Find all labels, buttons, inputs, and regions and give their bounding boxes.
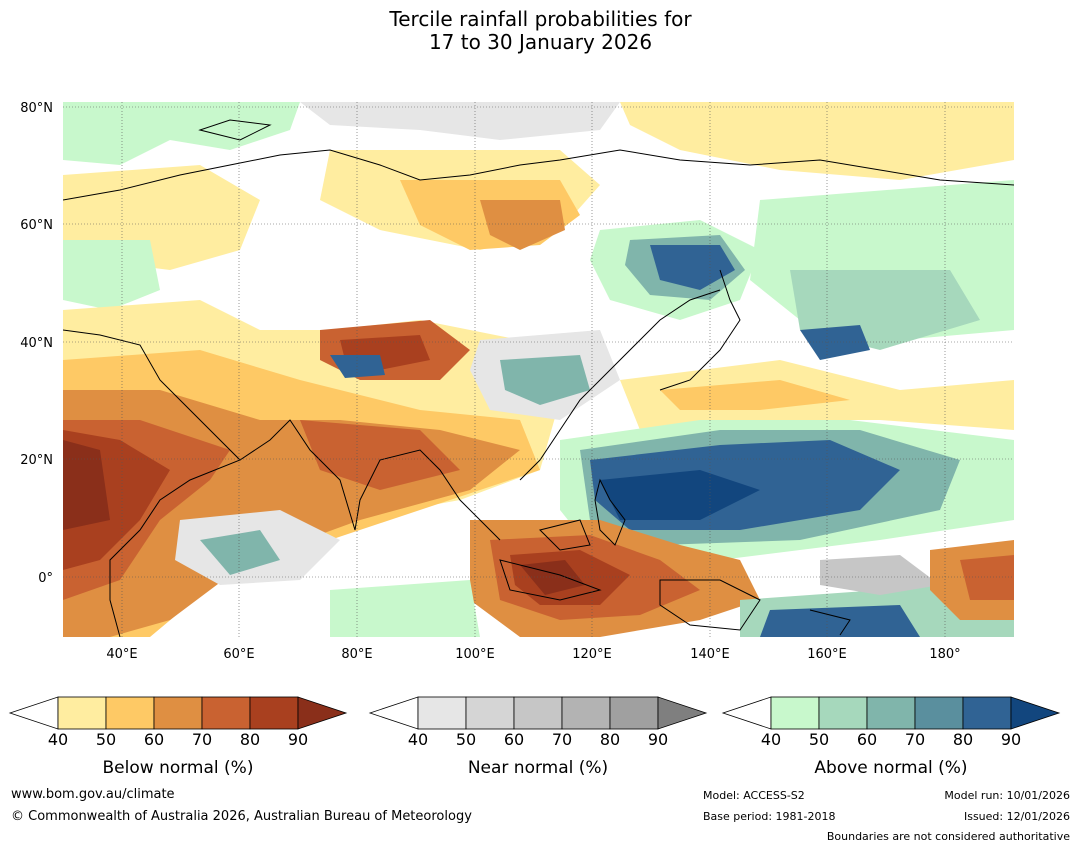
lon-label: 80°E — [341, 647, 372, 662]
lat-label: 40°N — [20, 336, 53, 351]
lat-label: 80°N — [20, 101, 53, 116]
colorbar-swatch — [105, 696, 155, 730]
above-normal-region — [330, 580, 480, 637]
colorbar-tick-label: 70 — [905, 730, 925, 749]
copyright-text: © Commonwealth of Australia 2026, Austra… — [11, 809, 472, 824]
lat-label: 20°N — [20, 453, 53, 468]
colorbar-tick-label: 70 — [552, 730, 572, 749]
above-normal-region — [760, 605, 920, 637]
colorbar-swatch — [818, 696, 868, 730]
below-normal-region — [300, 420, 460, 490]
coastlines — [63, 119, 1014, 637]
above-normal-region — [650, 245, 735, 290]
colorbar-tick-label: 80 — [600, 730, 620, 749]
above-normal-region — [200, 530, 280, 575]
colorbar-tick-label: 40 — [408, 730, 428, 749]
above-normal-colorbar: 40 50 60 70 80 90 — [721, 696, 1061, 749]
longitude-labels: 40°E 60°E 80°E 100°E 120°E 140°E 160°E 1… — [106, 647, 960, 662]
colorbar-over-triangle — [1010, 696, 1061, 730]
colorbar-tick-label: 70 — [192, 730, 212, 749]
near-normal-colorbar: 40 50 60 70 80 90 — [368, 696, 708, 749]
colorbar-tick-label: 50 — [809, 730, 829, 749]
below-normal-region — [660, 380, 850, 410]
lon-label: 60°E — [223, 647, 254, 662]
colorbar-swatch — [866, 696, 916, 730]
colorbar-swatch — [417, 696, 467, 730]
near-normal-region — [820, 555, 940, 595]
colorbar-under-triangle — [368, 696, 419, 730]
colorbar-tick-label: 40 — [48, 730, 68, 749]
lon-label: 180° — [929, 647, 960, 662]
colorbar-tick-label: 90 — [1001, 730, 1021, 749]
colorbar-over-triangle — [297, 696, 348, 730]
below-normal-region — [480, 200, 565, 250]
colorbar-swatch — [914, 696, 964, 730]
colorbar-tick-label: 60 — [504, 730, 524, 749]
model-text: Model: ACCESS-S2 — [703, 789, 805, 802]
near-normal-label: Near normal (%) — [467, 758, 609, 778]
title-line-1: Tercile rainfall probabilities for — [389, 7, 692, 31]
below-normal-region — [960, 555, 1014, 600]
colorbar-tick-label: 90 — [648, 730, 668, 749]
gridlines — [63, 102, 1014, 637]
rainfall-probability-field — [63, 102, 1014, 637]
colorbar-tick-label: 90 — [288, 730, 308, 749]
lon-label: 100°E — [455, 647, 495, 662]
base-period-text: Base period: 1981-2018 — [703, 810, 836, 823]
colorbar-swatch — [153, 696, 203, 730]
colorbar-swatch — [962, 696, 1012, 730]
lon-label: 40°E — [106, 647, 137, 662]
colorbar-tick-label: 50 — [456, 730, 476, 749]
colorbar-tick-label: 60 — [144, 730, 164, 749]
colorbar-swatch — [249, 696, 299, 730]
colorbar-over-triangle — [657, 696, 708, 730]
lon-label: 160°E — [807, 647, 847, 662]
above-normal-region — [63, 240, 160, 310]
latitude-labels: 80°N 60°N 40°N 20°N 0° — [20, 101, 53, 586]
colorbar-under-triangle — [721, 696, 772, 730]
below-normal-region — [63, 440, 110, 530]
above-normal-region — [600, 470, 760, 520]
title-line-2: 17 to 30 January 2026 — [428, 30, 653, 54]
below-normal-colorbar: 40 50 60 70 80 90 — [8, 696, 348, 749]
chart-title: Tercile rainfall probabilities for 17 to… — [0, 8, 1081, 54]
colorbar-swatch — [513, 696, 563, 730]
lon-label: 120°E — [572, 647, 612, 662]
colorbar-tick-label: 40 — [761, 730, 781, 749]
colorbar-swatch — [465, 696, 515, 730]
lat-label: 60°N — [20, 218, 53, 233]
colorbar-swatch — [770, 696, 820, 730]
colorbar-tick-label: 80 — [240, 730, 260, 749]
disclaimer-text: Boundaries are not considered authoritat… — [826, 830, 1070, 843]
above-normal-region — [330, 355, 385, 378]
colorbar-tick-label: 60 — [857, 730, 877, 749]
colorbar-tick-label: 50 — [96, 730, 116, 749]
colorbar-swatch — [201, 696, 251, 730]
below-normal-label: Below normal (%) — [102, 758, 254, 778]
website-link[interactable]: www.bom.gov.au/climate — [11, 787, 175, 802]
below-normal-region — [620, 102, 1014, 180]
colorbar-swatch — [609, 696, 659, 730]
colorbar-under-triangle — [8, 696, 59, 730]
above-normal-label: Above normal (%) — [814, 758, 968, 778]
colorbar-swatch — [561, 696, 611, 730]
above-normal-region — [800, 325, 870, 360]
lat-label: 0° — [38, 571, 53, 586]
above-normal-region — [500, 355, 590, 405]
issued-text: Issued: 12/01/2026 — [963, 810, 1070, 823]
colorbar-swatch — [57, 696, 107, 730]
near-normal-region — [300, 102, 620, 140]
colorbar-tick-label: 80 — [953, 730, 973, 749]
lon-label: 140°E — [690, 647, 730, 662]
model-run-text: Model run: 10/01/2026 — [944, 789, 1070, 802]
